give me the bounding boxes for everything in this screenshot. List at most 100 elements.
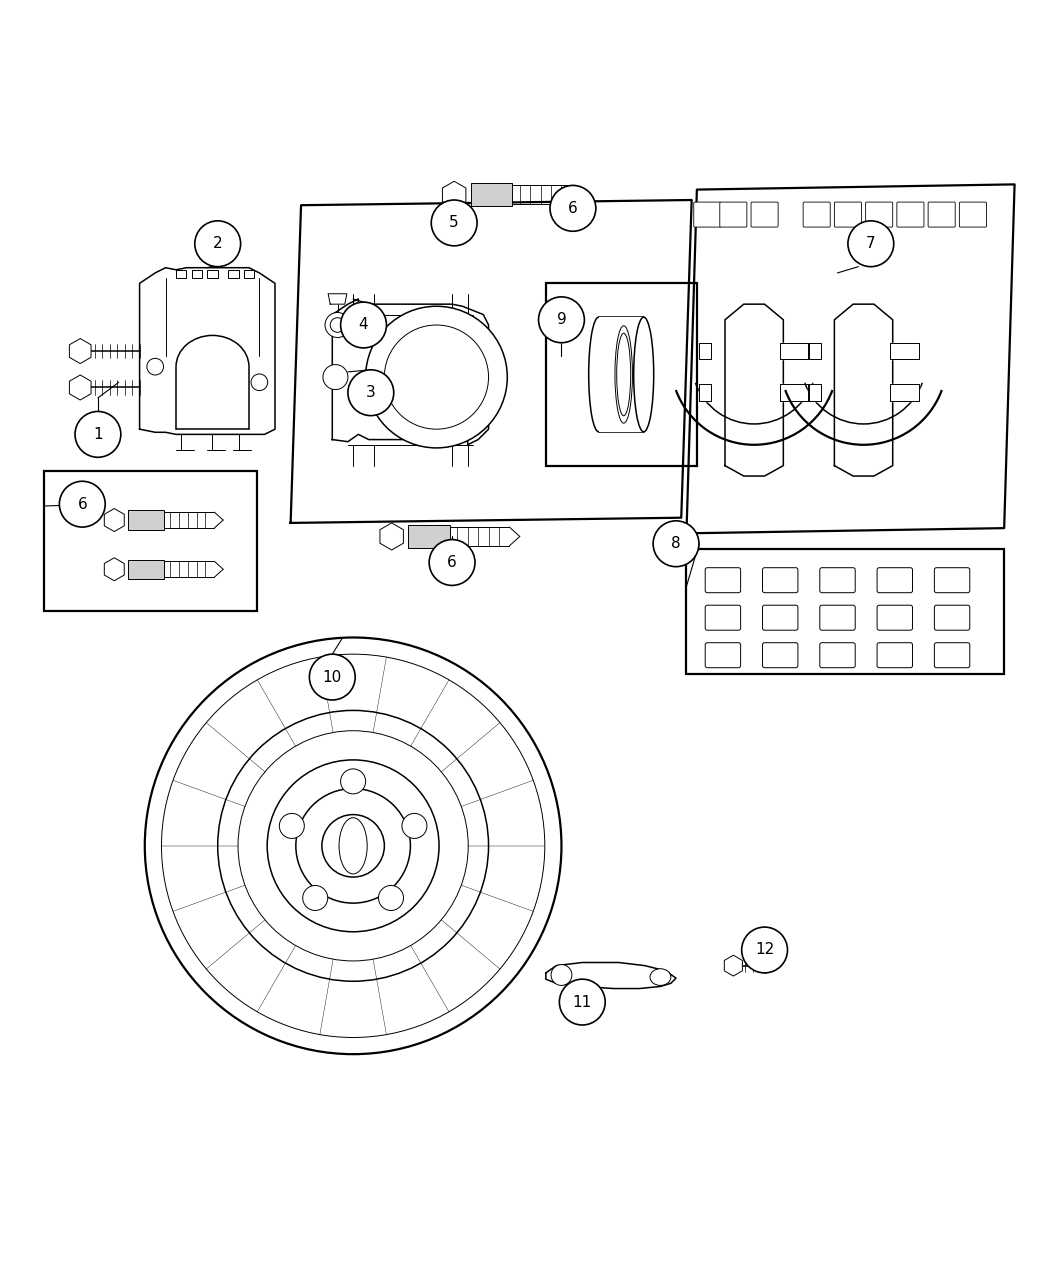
Circle shape	[653, 520, 699, 566]
FancyBboxPatch shape	[928, 201, 956, 227]
Circle shape	[551, 965, 572, 986]
Bar	[408, 525, 450, 548]
Circle shape	[560, 979, 605, 1025]
Bar	[687, 550, 1004, 674]
Ellipse shape	[339, 817, 368, 873]
Circle shape	[251, 374, 268, 390]
Polygon shape	[835, 305, 892, 476]
FancyBboxPatch shape	[820, 606, 855, 630]
FancyBboxPatch shape	[820, 643, 855, 668]
Bar	[228, 270, 238, 278]
Circle shape	[195, 221, 240, 266]
Circle shape	[323, 365, 348, 390]
Text: 4: 4	[359, 317, 369, 333]
Circle shape	[348, 370, 394, 416]
Polygon shape	[328, 293, 347, 305]
Polygon shape	[546, 963, 676, 988]
Circle shape	[741, 927, 788, 973]
Polygon shape	[724, 955, 742, 977]
Polygon shape	[808, 384, 821, 402]
Polygon shape	[442, 181, 466, 208]
FancyBboxPatch shape	[706, 643, 740, 668]
Circle shape	[310, 654, 355, 700]
Circle shape	[75, 412, 121, 458]
Polygon shape	[687, 185, 1014, 533]
Bar	[192, 270, 202, 278]
Ellipse shape	[634, 317, 654, 432]
Ellipse shape	[650, 969, 671, 986]
FancyBboxPatch shape	[720, 201, 747, 227]
FancyBboxPatch shape	[706, 567, 740, 593]
Bar	[207, 270, 217, 278]
Circle shape	[402, 813, 427, 839]
Circle shape	[432, 200, 477, 246]
FancyBboxPatch shape	[706, 606, 740, 630]
Circle shape	[848, 221, 894, 266]
Bar	[128, 510, 164, 530]
Polygon shape	[380, 523, 403, 550]
FancyBboxPatch shape	[762, 643, 798, 668]
Polygon shape	[889, 384, 919, 402]
Polygon shape	[291, 200, 692, 523]
Polygon shape	[69, 339, 91, 363]
Polygon shape	[889, 343, 919, 360]
Circle shape	[217, 710, 488, 982]
FancyBboxPatch shape	[934, 643, 970, 668]
Text: 2: 2	[213, 236, 223, 251]
Circle shape	[378, 885, 403, 910]
Circle shape	[60, 481, 105, 527]
FancyBboxPatch shape	[865, 201, 892, 227]
FancyBboxPatch shape	[762, 567, 798, 593]
FancyBboxPatch shape	[835, 201, 861, 227]
Circle shape	[326, 312, 350, 338]
Circle shape	[147, 358, 164, 375]
FancyBboxPatch shape	[820, 567, 855, 593]
Bar	[470, 184, 512, 207]
FancyBboxPatch shape	[877, 643, 912, 668]
Circle shape	[365, 306, 507, 448]
Bar	[44, 470, 257, 612]
Bar	[546, 283, 697, 465]
Circle shape	[429, 539, 475, 585]
Ellipse shape	[589, 317, 609, 432]
Circle shape	[550, 185, 595, 231]
Circle shape	[70, 379, 89, 397]
Circle shape	[340, 302, 386, 348]
FancyBboxPatch shape	[762, 606, 798, 630]
Text: 6: 6	[78, 497, 87, 511]
Circle shape	[70, 342, 89, 361]
Circle shape	[267, 760, 439, 932]
Polygon shape	[104, 557, 124, 581]
FancyBboxPatch shape	[934, 606, 970, 630]
Bar	[176, 270, 187, 278]
Polygon shape	[724, 305, 783, 476]
Bar	[598, 317, 644, 432]
Text: 8: 8	[671, 537, 680, 551]
Polygon shape	[699, 384, 712, 402]
Text: 10: 10	[322, 669, 342, 685]
Ellipse shape	[351, 638, 377, 1054]
Polygon shape	[780, 343, 810, 360]
Text: 6: 6	[568, 201, 578, 215]
Text: 5: 5	[449, 215, 459, 231]
Bar	[128, 560, 164, 579]
Circle shape	[279, 813, 304, 839]
Text: 3: 3	[366, 385, 376, 400]
Polygon shape	[332, 298, 488, 445]
Circle shape	[302, 885, 328, 910]
Polygon shape	[808, 343, 821, 360]
Polygon shape	[780, 384, 810, 402]
FancyBboxPatch shape	[877, 606, 912, 630]
Circle shape	[539, 297, 585, 343]
Text: 6: 6	[447, 555, 457, 570]
FancyBboxPatch shape	[897, 201, 924, 227]
Circle shape	[330, 317, 344, 333]
Circle shape	[340, 769, 365, 794]
FancyBboxPatch shape	[803, 201, 831, 227]
Text: 9: 9	[556, 312, 566, 328]
Text: 7: 7	[866, 236, 876, 251]
Text: 11: 11	[572, 994, 592, 1010]
Polygon shape	[140, 268, 275, 435]
Text: 1: 1	[93, 427, 103, 442]
Circle shape	[145, 638, 562, 1054]
